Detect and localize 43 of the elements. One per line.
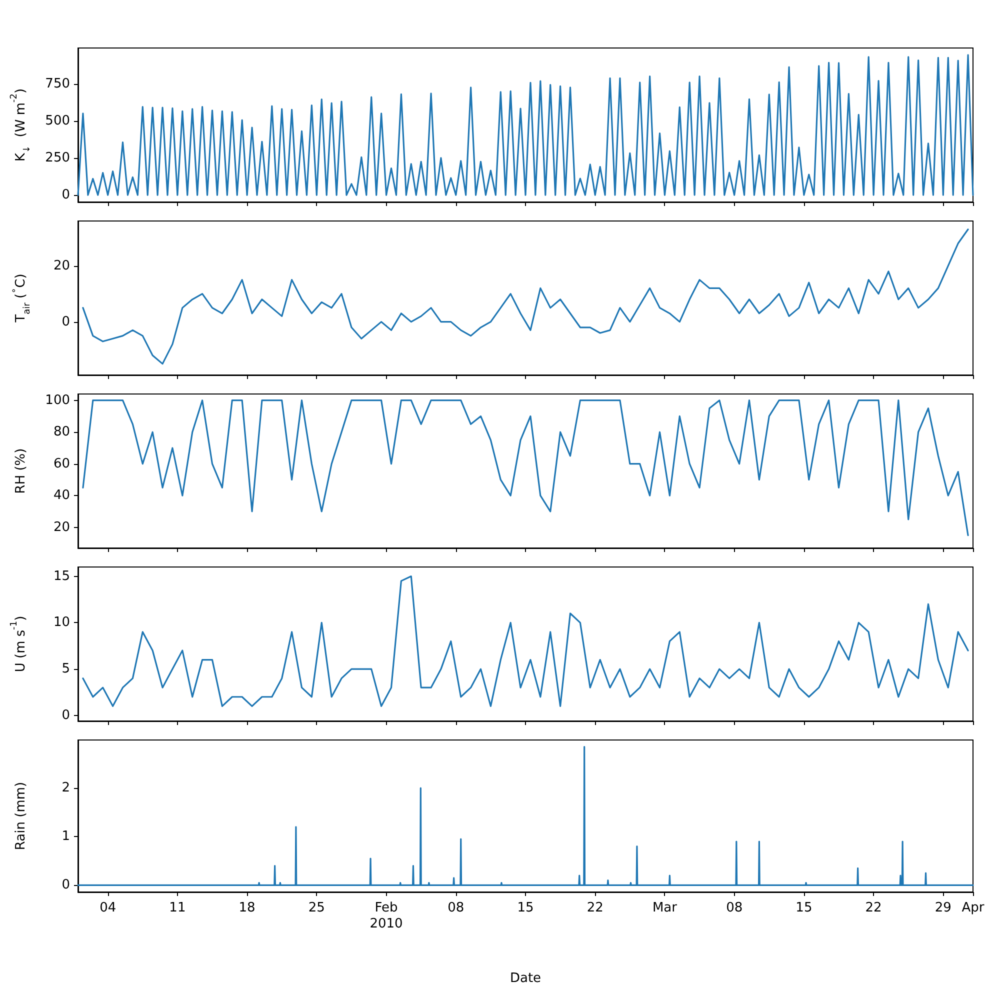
y-tick-label: 5 (62, 662, 70, 677)
x-tick-label: Apr (962, 900, 985, 916)
x-tick-label: 04 (100, 900, 116, 916)
y-tick-label: 0 (62, 188, 70, 203)
x-axis-title: Date (510, 971, 542, 986)
line-series (82, 400, 969, 536)
line-series (82, 228, 969, 365)
y-tick-label: 40 (53, 488, 70, 504)
y-tick-label: 10 (53, 615, 70, 630)
y-tick-label: 1 (62, 829, 70, 844)
y-tick-label: 20 (53, 258, 70, 274)
x-tick-label: 08 (726, 900, 743, 916)
x-tick-label: 29 (934, 900, 952, 916)
y-tick-label: 750 (45, 76, 70, 92)
y-tick-label: 500 (45, 113, 70, 128)
y-axis-title: K↓ (W m-2) (10, 88, 32, 162)
x-tick-label: 22 (865, 900, 882, 916)
y-tick-label: 60 (53, 456, 70, 472)
x-tick-label: 25 (308, 900, 325, 916)
y-tick-label: 0 (62, 708, 70, 723)
y-tick-label: 80 (53, 424, 70, 440)
y-tick-label: 15 (53, 568, 70, 584)
x-tick-label: 22 (586, 900, 604, 916)
y-axis-title: Rain (mm) (14, 782, 28, 850)
x-tick-label: 11 (169, 900, 186, 916)
y-tick-label: 20 (53, 520, 70, 535)
y-tick-label: 100 (45, 392, 70, 408)
y-tick-label: 0 (62, 878, 70, 893)
x-tick-label: 08 (448, 900, 464, 916)
line-series (77, 54, 974, 196)
y-axis-title: RH (%) (14, 448, 28, 494)
y-axis-title: Tair (∘C) (10, 274, 32, 324)
y-tick-label: 2 (62, 780, 70, 796)
x-tick-label: Mar (652, 900, 678, 916)
y-axis-title: U (m s-1) (10, 616, 28, 672)
x-tick-label: 18 (238, 900, 256, 916)
x-tick-label: 15 (517, 900, 534, 916)
y-tick-label: 250 (45, 150, 70, 166)
x-tick-label: 15 (796, 900, 812, 916)
x-tick-label: Feb 2010 (370, 900, 403, 932)
line-series (77, 746, 974, 886)
line-series (82, 575, 969, 707)
y-tick-label: 0 (62, 314, 70, 330)
